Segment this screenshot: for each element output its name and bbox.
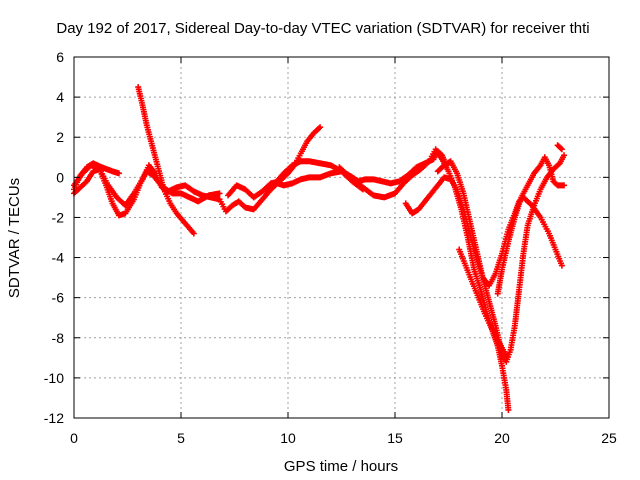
data-point xyxy=(359,186,366,193)
y-tick-label: 2 xyxy=(56,129,64,145)
y-tick-label: -12 xyxy=(44,410,64,426)
series-track-13 xyxy=(494,154,568,297)
y-tick-label: -6 xyxy=(52,290,65,306)
x-tick-label: 10 xyxy=(280,430,296,446)
x-tick-label: 20 xyxy=(494,430,510,446)
y-axis-ticks: -12 -10 -8 -6 -4 -2 0 2 4 6 xyxy=(44,49,609,426)
y-tick-label: 0 xyxy=(56,169,64,185)
data-point xyxy=(557,145,564,152)
data-point xyxy=(558,262,565,269)
chart-title: Day 192 of 2017, Sidereal Day-to-day VTE… xyxy=(56,20,589,37)
y-tick-label: 4 xyxy=(56,89,64,105)
grid-lines xyxy=(74,57,609,418)
y-tick-label: 6 xyxy=(56,49,64,65)
y-axis-label: SDTVAR / TECUs xyxy=(6,178,23,298)
y-tick-label: -4 xyxy=(52,250,65,266)
data-point xyxy=(190,230,197,237)
x-tick-label: 5 xyxy=(177,430,185,446)
y-tick-label: -8 xyxy=(52,330,65,346)
data-point xyxy=(316,125,323,132)
x-tick-label: 0 xyxy=(70,430,78,446)
data-point xyxy=(561,152,568,159)
data-point xyxy=(503,352,510,359)
series-track-12 xyxy=(456,246,510,359)
data-points xyxy=(71,84,568,413)
x-tick-label: 15 xyxy=(387,430,403,446)
data-point xyxy=(115,170,122,177)
x-axis-ticks: 0 5 10 15 20 25 xyxy=(70,57,617,446)
x-axis-label: GPS time / hours xyxy=(284,458,398,475)
x-tick-label: 25 xyxy=(601,430,617,446)
data-point xyxy=(561,182,568,189)
data-point xyxy=(216,190,223,197)
series-track-4 xyxy=(135,84,197,237)
data-point xyxy=(558,146,565,153)
plot-frame xyxy=(73,56,610,419)
data-point xyxy=(555,161,562,168)
data-point xyxy=(505,406,512,413)
data-point xyxy=(358,185,365,192)
series-track-3 xyxy=(71,162,223,209)
y-tick-label: -2 xyxy=(52,209,65,225)
series-track-7 xyxy=(263,158,366,197)
data-point xyxy=(317,124,324,131)
y-tick-label: -10 xyxy=(44,370,64,386)
series-track-14 xyxy=(554,142,565,153)
